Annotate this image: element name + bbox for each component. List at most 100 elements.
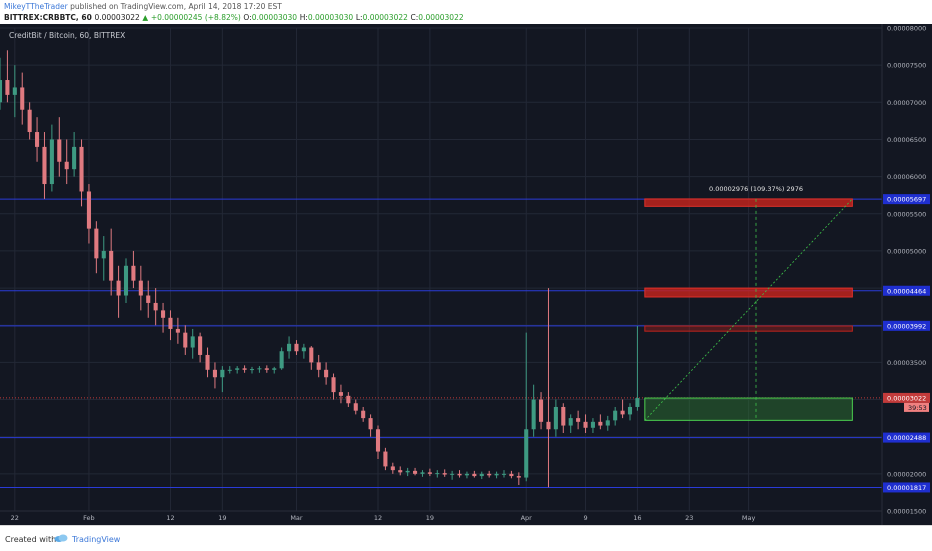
price-tag-label: 0.00001817 [887, 484, 926, 492]
candle-body [101, 250, 106, 259]
candle-body [212, 369, 217, 378]
candle-body [42, 146, 47, 185]
symbol-line: BITTREX:CRBBTC, 60 0.00003022 ▲ +0.00000… [4, 12, 464, 23]
close-label: C: [410, 13, 419, 22]
candle-body [487, 473, 492, 476]
candle-body [79, 146, 84, 192]
candle-body [72, 146, 77, 170]
tradingview-brand[interactable]: TradingView [72, 535, 121, 544]
last-price: 0.00003022 [94, 13, 140, 22]
candle-body [94, 228, 99, 259]
candle-body [301, 347, 306, 352]
candle-body [435, 473, 440, 475]
x-tick-label: May [742, 514, 756, 522]
candle-body [442, 473, 447, 475]
x-tick-label: 19 [426, 514, 434, 522]
x-tick-label: 22 [11, 514, 19, 522]
y-tick-label: 0.00003500 [887, 359, 926, 367]
candle-body [405, 470, 410, 473]
up-triangle-icon: ▲ [142, 13, 149, 22]
candle-body [383, 451, 388, 467]
candle-body [168, 317, 173, 329]
candle-body [205, 354, 210, 370]
candle-body [331, 377, 336, 393]
candle-body [338, 392, 343, 396]
candle-body [427, 472, 432, 474]
low-label: L: [355, 13, 363, 22]
candle-body [561, 406, 566, 426]
x-tick-label: Feb [83, 514, 95, 522]
candle-body [546, 421, 551, 430]
candle-body [494, 473, 499, 476]
candle-body [501, 473, 507, 475]
y-tick-label: 0.00007500 [887, 62, 926, 70]
candle-body [249, 369, 255, 371]
price-chart[interactable]: 0.00002976 (109.37%) 2976 0.00008000 0.000… [0, 24, 932, 525]
tradingview-logo-icon [54, 534, 68, 542]
created-with-label: Created with [5, 535, 57, 544]
candle-body [390, 466, 395, 471]
candle-body [590, 421, 595, 428]
candle-body [605, 420, 610, 426]
candle-body [198, 336, 203, 355]
price-tag-label: 0.00003022 [887, 394, 926, 402]
author-link[interactable]: MikeyTTheTrader [4, 2, 68, 11]
candle-body [190, 336, 195, 348]
candle-body [635, 398, 640, 407]
candle-body [509, 473, 514, 477]
candle-body [368, 418, 373, 430]
y-tick-label: 0.00005500 [887, 210, 926, 218]
candle-body [361, 410, 366, 419]
candle-body [346, 395, 351, 404]
candle-body [279, 351, 284, 369]
candle-body [316, 362, 321, 370]
candle-body [161, 310, 166, 318]
candle-body [324, 369, 329, 378]
candle-body [35, 132, 40, 147]
countdown-label: 39:53 [908, 404, 927, 412]
candle-body [116, 280, 121, 296]
price-tag [883, 320, 930, 331]
candle-body [86, 191, 91, 229]
price-tag [883, 285, 930, 296]
y-tick-label: 0.00001500 [887, 508, 926, 516]
price-tag [883, 392, 930, 403]
chart-area[interactable]: 0.00002976 (109.37%) 2976 0.00008000 0.000… [0, 24, 932, 525]
x-tick-label: Apr [521, 514, 533, 522]
candle-body [309, 347, 314, 363]
symbol-label: BITTREX:CRBBTC, 60 [4, 13, 92, 22]
candle-body [131, 265, 136, 281]
header-bar: MikeyTTheTrader published on TradingView… [0, 0, 932, 24]
footer-bar: Created with TradingView [0, 525, 932, 551]
price-change: +0.00000245 (+8.82%) [150, 13, 241, 22]
y-tick-label: 0.00005000 [887, 247, 926, 255]
high-label: H: [299, 13, 308, 22]
price-tag [883, 432, 930, 443]
price-tag-label: 0.00002488 [887, 434, 926, 442]
y-tick-label: 0.00007000 [887, 99, 926, 107]
close-value: 0.00003022 [418, 13, 464, 22]
y-tick-label: 0.00002000 [887, 470, 926, 478]
projection-line [644, 198, 853, 421]
candle-body [375, 429, 381, 452]
candle-body [146, 295, 151, 303]
candle-body [479, 473, 484, 477]
candle-body [420, 472, 425, 474]
candle-body [413, 470, 418, 474]
y-tick-label: 0.00008000 [887, 25, 926, 33]
candle-body [220, 369, 225, 378]
open-value: 0.00003030 [251, 13, 298, 22]
candle-body [272, 368, 277, 370]
candle-body [398, 470, 403, 473]
x-tick-label: 16 [633, 514, 641, 522]
candle-body [613, 410, 618, 421]
x-tick-label: 12 [166, 514, 174, 522]
candle-body [5, 80, 10, 95]
candle-body [235, 368, 240, 370]
candle-body [516, 476, 521, 478]
candle-body [257, 368, 262, 370]
candle-body [109, 250, 114, 281]
candle-body [620, 410, 625, 415]
candle-body [457, 473, 462, 476]
candle-body [294, 343, 299, 352]
